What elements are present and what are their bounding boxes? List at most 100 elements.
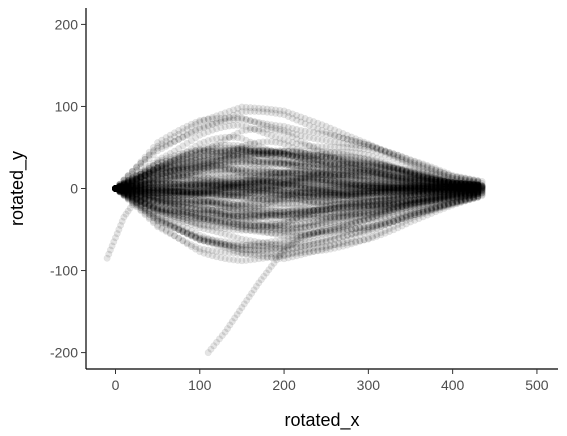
data-point	[436, 183, 444, 191]
data-point	[415, 179, 423, 187]
data-point	[394, 202, 402, 210]
data-point	[360, 210, 368, 218]
data-point	[234, 181, 242, 189]
data-point	[364, 141, 372, 149]
data-point	[116, 186, 124, 194]
data-point	[145, 194, 153, 202]
data-point	[373, 182, 381, 190]
data-point	[200, 167, 208, 175]
data-point	[183, 208, 191, 216]
data-point	[381, 148, 389, 156]
data-point	[390, 179, 398, 187]
data-point	[234, 218, 242, 226]
data-point	[149, 169, 157, 177]
data-point	[318, 176, 326, 184]
data-point	[390, 181, 398, 189]
data-point	[267, 177, 275, 185]
data-point	[293, 181, 301, 189]
data-point	[208, 160, 216, 168]
data-point	[377, 180, 385, 188]
data-point	[402, 181, 410, 189]
data-point	[436, 183, 444, 191]
data-point	[246, 117, 254, 125]
data-point	[238, 153, 246, 161]
data-point	[440, 172, 448, 180]
data-point	[137, 181, 145, 189]
data-point	[347, 136, 355, 144]
data-point	[326, 208, 334, 216]
data-point	[356, 182, 364, 190]
data-point	[322, 176, 330, 184]
data-point	[162, 180, 170, 188]
data-point	[162, 200, 170, 208]
data-point	[187, 164, 195, 172]
data-point	[335, 133, 343, 141]
data-point	[293, 175, 301, 183]
data-point	[461, 184, 469, 192]
data-point	[444, 181, 452, 189]
data-point	[465, 177, 473, 185]
data-point	[154, 197, 162, 205]
data-point	[449, 190, 457, 198]
data-point	[120, 180, 128, 188]
data-point	[208, 182, 216, 190]
data-point	[305, 206, 313, 214]
data-point	[137, 163, 145, 171]
data-point	[415, 183, 423, 191]
data-point	[263, 150, 271, 158]
data-point	[314, 206, 322, 214]
data-point	[179, 133, 187, 141]
data-point	[208, 166, 216, 174]
data-point	[415, 163, 423, 171]
data-point	[242, 216, 250, 224]
data-point	[166, 201, 174, 209]
data-point	[318, 181, 326, 189]
data-point	[432, 180, 440, 188]
data-point	[137, 181, 145, 189]
data-point	[406, 160, 414, 168]
data-point	[175, 183, 183, 191]
data-point	[394, 181, 402, 189]
data-point	[255, 177, 263, 185]
data-point	[339, 178, 347, 186]
data-point	[364, 181, 372, 189]
data-point	[267, 172, 275, 180]
data-point	[158, 145, 166, 153]
data-point	[116, 184, 124, 192]
data-point	[419, 182, 427, 190]
data-point	[385, 179, 393, 187]
data-point	[331, 208, 339, 216]
data-point	[128, 183, 136, 191]
data-point	[234, 177, 242, 185]
data-point	[305, 128, 313, 136]
data-point	[137, 173, 145, 181]
data-point	[288, 148, 296, 156]
data-point	[352, 180, 360, 188]
data-point	[141, 180, 149, 188]
data-point	[137, 183, 145, 191]
data-point	[230, 156, 238, 164]
data-point	[158, 179, 166, 187]
data-point	[343, 179, 351, 187]
data-point	[369, 180, 377, 188]
data-point	[465, 183, 473, 191]
data-point	[301, 149, 309, 157]
data-point	[255, 213, 263, 221]
data-point	[331, 181, 339, 189]
data-point	[364, 209, 372, 217]
data-point	[293, 126, 301, 134]
data-point	[251, 169, 259, 177]
data-point	[360, 181, 368, 189]
data-point	[423, 179, 431, 187]
data-point	[175, 180, 183, 188]
data-point	[373, 168, 381, 176]
data-point	[288, 180, 296, 188]
data-point	[213, 166, 221, 174]
data-point	[251, 179, 259, 187]
data-point	[381, 183, 389, 191]
data-point	[259, 177, 267, 185]
data-point	[272, 176, 280, 184]
data-point	[453, 181, 461, 189]
data-point	[259, 212, 267, 220]
